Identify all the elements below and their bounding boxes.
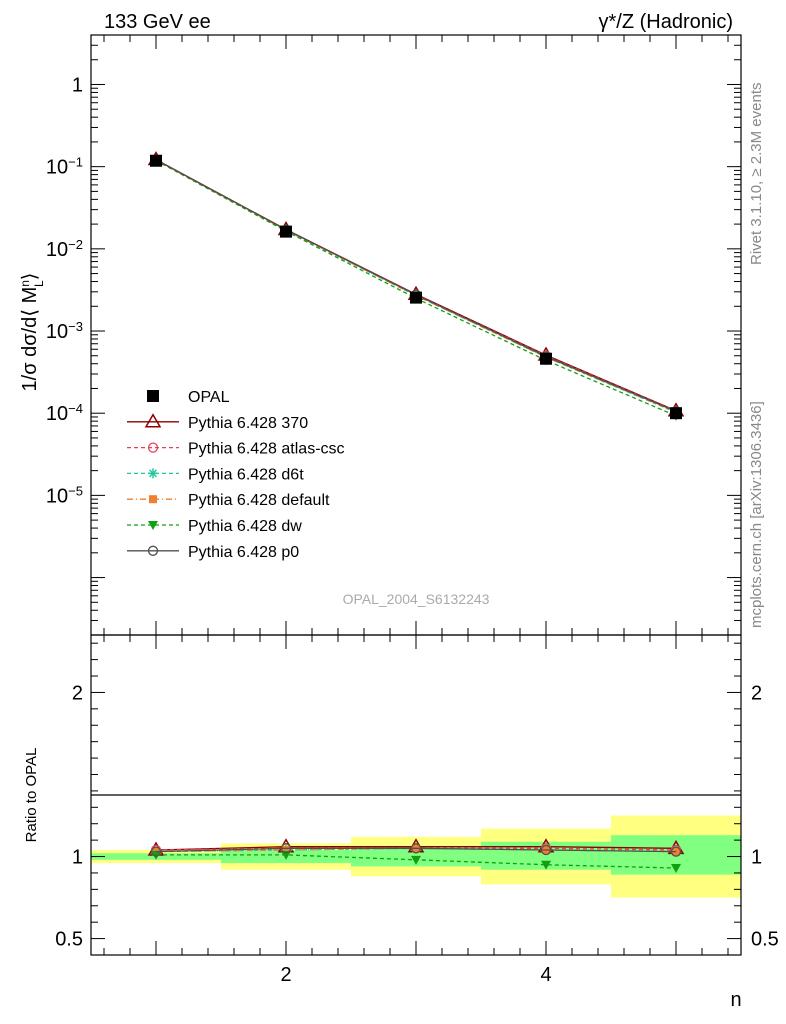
ratio-series-point bbox=[540, 844, 552, 856]
legend-swatch-marker bbox=[148, 468, 158, 479]
header-left-title: 133 GeV ee bbox=[104, 11, 211, 33]
ratio-series-point bbox=[280, 843, 292, 854]
y-tick-label: 10−3 bbox=[46, 319, 83, 344]
y-tick-label: 10−5 bbox=[46, 483, 83, 508]
legend-label: Pythia 6.428 dw bbox=[188, 518, 302, 535]
ratio-series-point bbox=[282, 845, 290, 854]
y-tick-label: 1 bbox=[72, 74, 83, 96]
mcplots-citation-label: mcplots.cern.ch [arXiv:1306.3436] bbox=[748, 401, 765, 628]
ratio-y-tick-label-left: 0.5 bbox=[55, 929, 83, 951]
rivet-version-label: Rivet 3.1.10, ≥ 2.3M events bbox=[748, 83, 765, 266]
main-series-5 bbox=[150, 154, 682, 417]
main-y-axis-label: 1/σ dσ/d⟨ MnL⟩ bbox=[18, 273, 46, 392]
x-axis-label: n bbox=[730, 989, 741, 1011]
ratio-series-point bbox=[410, 843, 422, 854]
ratio-series-point bbox=[281, 850, 291, 860]
ratio-series-5 bbox=[150, 843, 682, 857]
ratio-series-point bbox=[671, 864, 681, 874]
main-x-axis-ticks bbox=[103, 35, 729, 635]
ratio-y-tick-label-left: 1 bbox=[72, 847, 83, 869]
legend-swatch-marker bbox=[147, 545, 159, 556]
legend-swatch-marker bbox=[147, 390, 159, 402]
legend: OPAL Pythia 6.428 370 Pythia 6.428 atlas-c… bbox=[127, 389, 345, 561]
main-series-line bbox=[155, 159, 677, 412]
ratio-series-4 bbox=[151, 850, 681, 874]
legend-entry: OPAL bbox=[147, 389, 230, 406]
main-series-1 bbox=[150, 154, 682, 417]
legend-swatch-marker bbox=[147, 442, 159, 453]
main-series-group bbox=[147, 151, 685, 421]
main-series-line bbox=[155, 158, 677, 412]
main-series-line bbox=[155, 159, 677, 413]
header-right-title: γ*/Z (Hadronic) bbox=[599, 11, 733, 33]
legend-label: OPAL bbox=[188, 389, 230, 406]
y-tick-label: 10−4 bbox=[46, 401, 83, 426]
ratio-y-tick-label-right: 0.5 bbox=[751, 929, 779, 951]
data-point bbox=[670, 407, 682, 420]
analysis-watermark: OPAL_2004_S6132243 bbox=[343, 591, 490, 607]
main-data-opal bbox=[150, 154, 682, 420]
ratio-y-axis-ticks: 2 2 1 1 0.5 0.5 bbox=[55, 642, 779, 951]
ratio-series-line bbox=[155, 847, 677, 853]
legend-entry: Pythia 6.428 dw bbox=[127, 518, 302, 535]
x-tick-label: 4 bbox=[540, 964, 551, 986]
data-point bbox=[280, 225, 292, 238]
legend-label: Pythia 6.428 d6t bbox=[188, 466, 304, 483]
main-series-line bbox=[155, 159, 677, 413]
legend-entry: Pythia 6.428 default bbox=[127, 492, 330, 509]
ratio-series-point bbox=[670, 846, 682, 857]
legend-entry: Pythia 6.428 370 bbox=[127, 413, 308, 432]
ratio-series-point bbox=[541, 860, 551, 870]
main-plot-panel: OPAL_2004_S6132243 1 10−1 10−2 10−3 10−4 10−5… bbox=[18, 34, 742, 636]
legend-label: Pythia 6.428 370 bbox=[188, 415, 308, 432]
ratio-y-tick-label-right: 1 bbox=[751, 847, 762, 869]
ratio-series-point bbox=[151, 850, 161, 860]
legend-swatch-marker bbox=[149, 495, 157, 504]
y-tick-label: 10−2 bbox=[46, 236, 83, 261]
ratio-series-group bbox=[147, 838, 685, 874]
legend-label: Pythia 6.428 atlas-csc bbox=[188, 441, 345, 458]
main-y-axis-ticks: 1 10−1 10−2 10−3 10−4 10−5 bbox=[46, 34, 741, 636]
data-point bbox=[150, 154, 162, 167]
legend-entry: Pythia 6.428 atlas-csc bbox=[127, 441, 345, 458]
legend-swatch-marker bbox=[144, 413, 162, 428]
ratio-y-tick-label-right: 2 bbox=[751, 682, 762, 704]
ratio-series-point bbox=[411, 855, 421, 865]
ratio-y-tick-label-left: 2 bbox=[72, 682, 83, 704]
y-tick-label: 10−1 bbox=[46, 154, 83, 179]
data-point bbox=[540, 352, 552, 365]
legend-entry: Pythia 6.428 p0 bbox=[127, 544, 299, 561]
legend-label: Pythia 6.428 p0 bbox=[188, 544, 299, 561]
ratio-series-point bbox=[150, 846, 162, 857]
legend-swatch-marker bbox=[148, 521, 158, 530]
ratio-y-axis-label: Ratio to OPAL bbox=[23, 748, 40, 843]
data-point bbox=[410, 291, 422, 304]
legend-label: Pythia 6.428 default bbox=[188, 492, 330, 509]
x-tick-label: 2 bbox=[280, 964, 291, 986]
legend-entry: Pythia 6.428 d6t bbox=[127, 466, 304, 483]
main-series-0 bbox=[147, 151, 685, 417]
